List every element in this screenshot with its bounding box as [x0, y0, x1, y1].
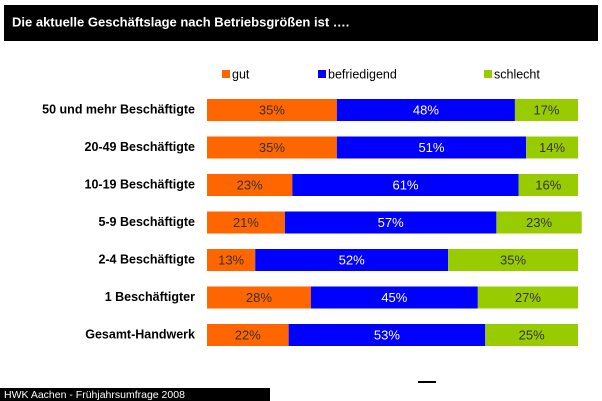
value-label: 17% — [533, 102, 559, 117]
bar-segment — [292, 174, 519, 196]
bar-segment — [288, 324, 486, 346]
value-label: 14% — [539, 140, 565, 155]
value-label: 57% — [378, 215, 404, 230]
bar-segment — [485, 324, 578, 346]
title-bar — [4, 5, 598, 41]
value-label: 35% — [500, 252, 526, 267]
value-label: 16% — [535, 177, 561, 192]
bar-segment — [207, 211, 285, 234]
bar-segment — [207, 249, 256, 271]
value-label: 28% — [246, 290, 272, 305]
value-label: 25% — [519, 327, 545, 342]
value-label: 23% — [526, 215, 552, 230]
value-label: 51% — [418, 140, 444, 155]
value-label: 45% — [381, 290, 407, 305]
legend-swatch — [318, 70, 326, 78]
bar-segment — [514, 99, 578, 121]
value-label: 35% — [259, 102, 285, 117]
legend-label: schlecht — [494, 67, 540, 81]
footer-bar — [0, 388, 270, 401]
bar-segment — [496, 211, 582, 234]
value-label: 52% — [339, 252, 365, 267]
bar-segment — [207, 174, 293, 196]
footer: HWK Aachen - Frühjahrsumfrage 2008 — [4, 389, 185, 401]
category-label: 1 Beschäftigter — [105, 290, 195, 304]
category-label: 2-4 Beschäftigte — [98, 252, 195, 266]
legend-label: befriedigend — [328, 67, 397, 81]
category-label: 10-19 Beschäftigte — [85, 177, 196, 191]
bar-segment — [518, 174, 578, 196]
legend-swatch — [222, 70, 230, 78]
bar-segment — [310, 286, 478, 309]
bar-segment — [448, 249, 578, 271]
chart-title: Die aktuelle Geschäftslage nach Betriebs… — [12, 14, 349, 29]
value-label: 48% — [413, 102, 439, 117]
category-label: 50 und mehr Beschäftigte — [42, 102, 195, 116]
bar-segment — [477, 286, 578, 309]
value-label: 53% — [374, 327, 400, 342]
bar-segment — [207, 99, 337, 121]
bar-segment — [526, 136, 578, 159]
value-label: 22% — [235, 327, 261, 342]
category-label: 5-9 Beschäftigte — [98, 215, 195, 229]
legend-swatch — [484, 70, 492, 78]
bar-segment — [255, 249, 449, 271]
value-label: 21% — [233, 215, 259, 230]
value-label: 23% — [237, 177, 263, 192]
bar-segment — [207, 136, 337, 159]
bar-segment — [207, 286, 311, 309]
bar-segment — [207, 324, 289, 346]
value-label: 13% — [218, 252, 244, 267]
bar-segment — [336, 99, 515, 121]
category-label: Gesamt-Handwerk — [85, 327, 195, 341]
category-label: 20-49 Beschäftigte — [85, 140, 196, 154]
legend-label: gut — [232, 67, 250, 81]
bar-segment — [284, 211, 497, 234]
bar-segment — [336, 136, 527, 159]
value-label: 35% — [259, 140, 285, 155]
value-label: 61% — [392, 177, 418, 192]
value-label: 27% — [515, 290, 541, 305]
